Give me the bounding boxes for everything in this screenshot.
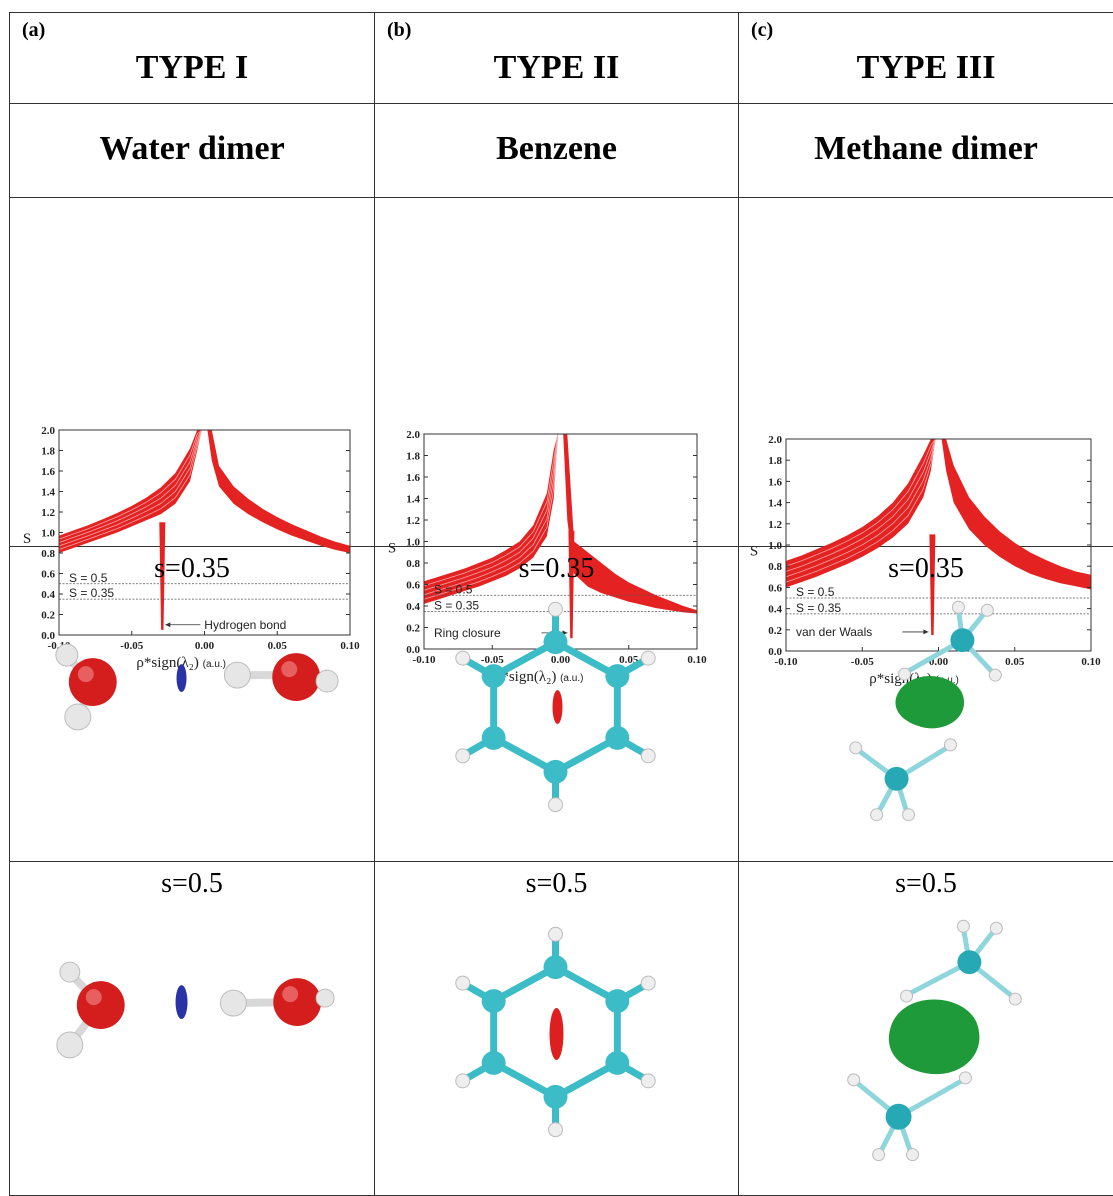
benzene-isosurface-035 bbox=[375, 547, 738, 861]
header-cell-a: (a) TYPE I bbox=[10, 13, 375, 104]
isosurface-cell-a-035: s=0.35 bbox=[10, 547, 375, 862]
type-label-c: TYPE III bbox=[739, 49, 1113, 87]
rdg-plot-water-dimer: S = 0.5S = 0.350.00.20.40.60.81.01.21.41… bbox=[10, 198, 374, 546]
y-tick-label: 1.4 bbox=[406, 494, 420, 506]
isosurface-cell-c-05: s=0.5 bbox=[739, 862, 1113, 1196]
methane-dimer-isosurface-05 bbox=[739, 862, 1113, 1195]
panel-label-a: (a) bbox=[22, 19, 45, 42]
methane-dimer-isosurface-035 bbox=[739, 547, 1113, 861]
y-tick-label: 1.0 bbox=[41, 528, 55, 540]
molecule-name-b: Benzene bbox=[375, 130, 738, 168]
hydrogen-bond-isosurface bbox=[176, 985, 188, 1019]
isosurface-cell-b-035: s=0.35 bbox=[375, 547, 739, 862]
water-molecule-left bbox=[57, 962, 125, 1058]
y-tick-label: 1.2 bbox=[768, 519, 782, 531]
rdg-plot-benzene: S = 0.5S = 0.350.00.20.40.60.81.01.21.41… bbox=[375, 198, 738, 546]
y-tick-label: 1.8 bbox=[41, 446, 55, 458]
benzene-isosurface-05 bbox=[375, 862, 738, 1195]
y-tick-label: 1.2 bbox=[41, 507, 55, 519]
molecule-cell-c: Methane dimer bbox=[739, 104, 1113, 198]
y-tick-label: 1.8 bbox=[406, 451, 420, 463]
van-der-waals-isosurface bbox=[895, 676, 964, 728]
y-tick-label: 1.6 bbox=[406, 472, 420, 484]
header-cell-c: (c) TYPE III bbox=[739, 13, 1113, 104]
panel-label-c: (c) bbox=[751, 19, 773, 42]
rdg-plot-methane-dimer: S = 0.5S = 0.350.00.20.40.60.81.01.21.41… bbox=[739, 198, 1113, 546]
molecule-name-a: Water dimer bbox=[10, 130, 374, 168]
y-tick-label: 1.6 bbox=[41, 466, 55, 478]
water-dimer-isosurface-035 bbox=[10, 547, 374, 861]
data-band-1 bbox=[207, 430, 350, 553]
isosurface-cell-b-05: s=0.5 bbox=[375, 862, 739, 1196]
y-tick-label: 1.4 bbox=[768, 498, 782, 510]
type-label-a: TYPE I bbox=[10, 49, 374, 87]
water-molecule-left bbox=[56, 644, 117, 730]
figure-table: (a) TYPE I (b) TYPE II (c) TYPE III Wate… bbox=[9, 12, 1113, 1196]
y-tick-label: 1.8 bbox=[768, 455, 782, 467]
molecule-name-c: Methane dimer bbox=[739, 130, 1113, 168]
water-molecule-right bbox=[220, 978, 334, 1026]
ring-closure-isosurface bbox=[550, 1008, 564, 1060]
y-axis-label: S bbox=[23, 531, 31, 547]
y-tick-label: 1.6 bbox=[768, 476, 782, 488]
molecule-cell-a: Water dimer bbox=[10, 104, 375, 198]
y-tick-label: 1.4 bbox=[41, 487, 55, 499]
isosurface-cell-a-05: s=0.5 bbox=[10, 862, 375, 1196]
molecule-cell-b: Benzene bbox=[375, 104, 739, 198]
water-dimer-isosurface-05 bbox=[10, 862, 374, 1195]
ring-closure-isosurface bbox=[553, 690, 563, 724]
water-molecule-right bbox=[224, 653, 338, 701]
hydrogen-bond-isosurface bbox=[177, 664, 187, 692]
header-cell-b: (b) TYPE II bbox=[375, 13, 739, 104]
y-tick-label: 2.0 bbox=[768, 434, 782, 446]
isosurface-cell-c-035: s=0.35 bbox=[739, 547, 1113, 862]
type-label-b: TYPE II bbox=[375, 49, 738, 87]
y-tick-label: 2.0 bbox=[406, 429, 420, 441]
data-band-0 bbox=[59, 430, 202, 553]
y-tick-label: 2.0 bbox=[41, 425, 55, 437]
panel-label-b: (b) bbox=[387, 19, 411, 42]
van-der-waals-isosurface bbox=[889, 1000, 980, 1075]
y-tick-label: 1.2 bbox=[406, 515, 420, 527]
